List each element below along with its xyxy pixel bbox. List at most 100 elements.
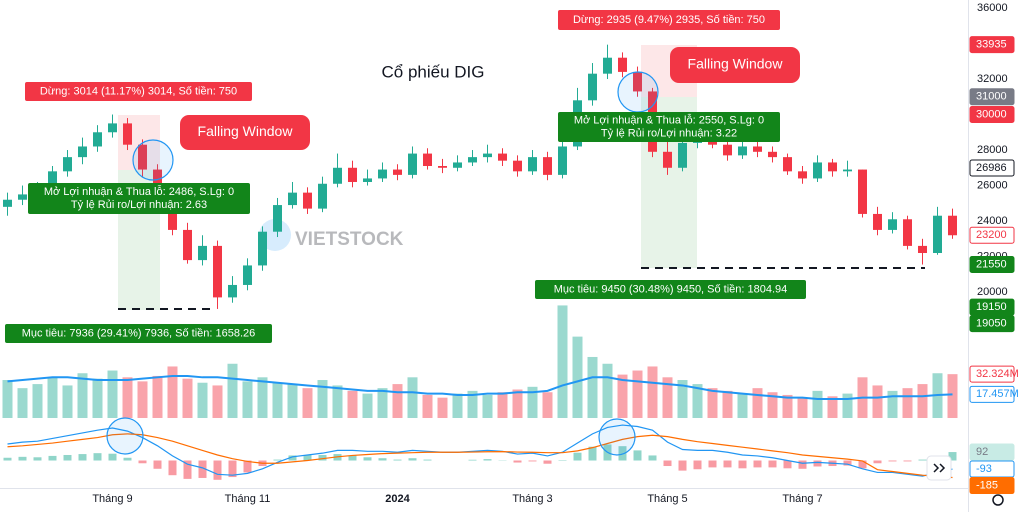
volume-bar <box>872 385 883 418</box>
macd-histogram-bar <box>78 454 87 461</box>
macd-histogram-bar <box>138 460 147 464</box>
pattern-circle <box>106 417 144 455</box>
candle-body <box>273 205 282 232</box>
axis-tag-label: 26986 <box>976 162 1007 174</box>
axis-tag-label: 30000 <box>976 108 1007 120</box>
annotation-text: Falling Window <box>198 123 294 139</box>
candle-body <box>663 151 672 168</box>
volume-bar <box>197 382 208 418</box>
volume-bar <box>2 380 13 418</box>
macd-histogram-bar <box>123 457 132 461</box>
y-tick-label: 36000 <box>977 2 1008 14</box>
candle-body <box>678 142 687 168</box>
candle-body <box>768 151 777 158</box>
volume-bar <box>242 381 253 418</box>
volume-bar <box>347 390 358 418</box>
volume-bar <box>827 396 838 418</box>
candle-body <box>498 153 507 161</box>
candle-body <box>168 206 177 230</box>
volume-bar <box>77 373 88 418</box>
macd-histogram-bar <box>483 459 492 461</box>
macd-histogram-bar <box>648 455 657 461</box>
axis-tag-label: 19150 <box>976 301 1007 313</box>
macd-histogram-bar <box>63 454 72 461</box>
macd-histogram-bar <box>528 460 537 462</box>
macd-histogram-bar <box>93 453 102 461</box>
axis-tag <box>969 159 1015 177</box>
annotation-box <box>180 115 310 150</box>
candle-body <box>513 160 522 172</box>
scroll-icon <box>933 463 946 473</box>
volume-bar <box>227 363 238 418</box>
x-tick-label: Tháng 7 <box>782 493 822 505</box>
volume-bar <box>92 378 103 418</box>
volume-bar <box>332 385 343 418</box>
volume-bar <box>917 384 928 418</box>
volume-bar <box>362 393 373 418</box>
macd-histogram-bar <box>663 460 672 467</box>
macd-histogram-bar <box>183 460 192 479</box>
axis-tag <box>969 365 1015 383</box>
volume-bar <box>47 377 58 418</box>
macd-histogram-bar <box>153 460 162 469</box>
x-tick-label: Tháng 11 <box>225 493 271 505</box>
y-tick-label: 32000 <box>977 73 1008 85</box>
macd-histogram-bar <box>813 460 822 467</box>
y-tick-label: 20000 <box>977 286 1008 298</box>
volume-bar <box>902 388 913 418</box>
volume-bar <box>317 380 328 418</box>
volume-bar <box>617 374 628 418</box>
candle-body <box>393 169 402 175</box>
x-tick-label: 2024 <box>385 493 410 505</box>
volume-bar <box>692 384 703 418</box>
candle-body <box>378 169 387 179</box>
chart-title: Cổ phiếu DIG <box>382 62 485 81</box>
settings-button[interactable] <box>992 494 1004 506</box>
volume-bar <box>722 390 733 418</box>
macd-histogram-bar <box>408 458 417 461</box>
volume-bar <box>497 392 508 418</box>
candle-body <box>783 157 792 172</box>
axis-tag <box>969 226 1015 244</box>
volume-bar <box>272 382 283 418</box>
candle-body <box>618 57 627 72</box>
candle-body <box>18 194 27 200</box>
annotation-box <box>25 82 252 101</box>
macd-histogram-bar <box>798 460 807 469</box>
volume-bar <box>812 390 823 418</box>
annotation-text: Mở Lợi nhuận & Thua lỗ: 2486, S.Lg: 0 <box>44 185 234 198</box>
volume-bar <box>572 336 583 418</box>
candle-body <box>468 157 477 163</box>
axis-tag-label: 33935 <box>976 39 1007 51</box>
annotation-text: Tỷ lệ Rủi ro/Lợi nhuận: 3.22 <box>601 127 737 139</box>
axis-tag-label: 17.457M <box>976 388 1019 400</box>
volume-bar <box>32 384 43 418</box>
candle-body <box>408 153 417 175</box>
candle-body <box>603 57 612 74</box>
candle-body <box>183 229 192 261</box>
y-tick-label: 28000 <box>977 144 1008 156</box>
volume-bar <box>107 370 118 418</box>
candle-body <box>93 132 102 147</box>
y-tick-label: 26000 <box>977 179 1008 191</box>
candle-body <box>918 245 927 254</box>
annotation-text: Mở Lợi nhuận & Thua lỗ: 2550, S.Lg: 0 <box>574 113 764 126</box>
volume-bar <box>527 386 538 418</box>
macd-histogram-bar <box>858 460 867 469</box>
candle-body <box>888 219 897 230</box>
candle-body <box>588 73 597 101</box>
volume-bar <box>482 394 493 418</box>
volume-bar <box>137 381 148 418</box>
candle-body <box>63 157 72 172</box>
macd-histogram-bar <box>678 460 687 471</box>
annotation-box <box>535 280 806 299</box>
candle-body <box>288 192 297 206</box>
macd-histogram-bar <box>228 460 237 478</box>
volume-bar <box>707 388 718 418</box>
volume-bar <box>467 390 478 418</box>
macd-histogram-bar <box>48 455 57 461</box>
volume-bar <box>512 389 523 418</box>
macd-line <box>7 424 953 477</box>
annotation-box <box>28 183 250 214</box>
volume-bar <box>152 375 163 418</box>
